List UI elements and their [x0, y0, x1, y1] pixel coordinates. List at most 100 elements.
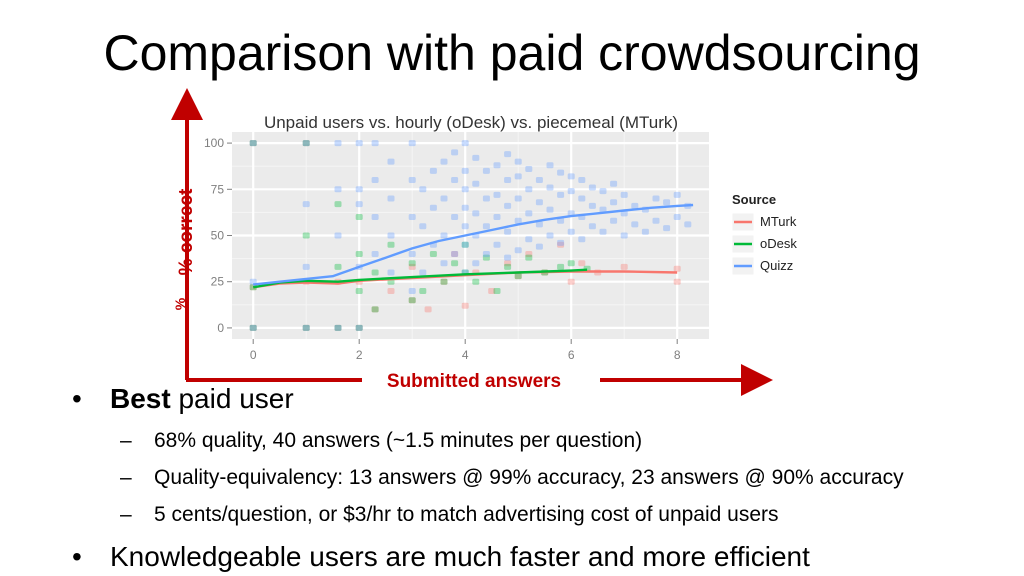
- data-point: [567, 188, 575, 195]
- data-point: [451, 214, 459, 221]
- data-point: [302, 324, 310, 331]
- data-point: [472, 260, 480, 267]
- x-tick-label: 6: [568, 348, 575, 362]
- data-point: [472, 154, 480, 161]
- data-point: [440, 278, 448, 285]
- data-point: [652, 217, 660, 224]
- data-point: [419, 186, 427, 193]
- data-point: [588, 184, 596, 191]
- data-point: [408, 177, 416, 184]
- data-point: [504, 202, 512, 209]
- data-point: [429, 167, 437, 174]
- data-point: [567, 173, 575, 180]
- data-point: [488, 287, 496, 294]
- data-point: [302, 140, 310, 147]
- data-point: [387, 232, 395, 239]
- data-point: [355, 250, 363, 257]
- data-point: [504, 228, 512, 235]
- data-point: [578, 177, 586, 184]
- data-point: [408, 297, 416, 304]
- data-point: [461, 167, 469, 174]
- data-point: [663, 225, 671, 232]
- data-point: [249, 140, 257, 147]
- x-tick-label: 8: [674, 348, 681, 362]
- data-point: [440, 260, 448, 267]
- data-point: [482, 167, 490, 174]
- data-point: [440, 158, 448, 165]
- data-point: [302, 263, 310, 270]
- data-point: [557, 191, 565, 198]
- data-point: [249, 140, 257, 147]
- data-point: [620, 263, 628, 270]
- data-point: [482, 250, 490, 257]
- data-point: [535, 199, 543, 206]
- data-point: [631, 221, 639, 228]
- data-point: [504, 177, 512, 184]
- legend-entry-label: Quizz: [760, 258, 793, 273]
- data-point: [387, 195, 395, 202]
- data-point: [429, 204, 437, 211]
- data-point: [525, 210, 533, 217]
- data-point: [673, 278, 681, 285]
- slide-title: Comparison with paid crowdsourcing: [103, 25, 921, 81]
- data-point: [588, 223, 596, 230]
- x-axis: 0 2 4 6 8: [250, 339, 681, 362]
- data-point: [525, 236, 533, 243]
- data-point: [387, 269, 395, 276]
- legend-entry-label: oDesk: [760, 236, 797, 251]
- data-point: [451, 260, 459, 267]
- data-point: [599, 206, 607, 213]
- data-point: [599, 188, 607, 195]
- data-point: [334, 186, 342, 193]
- data-points: [249, 140, 692, 331]
- trend-line: [252, 268, 588, 289]
- x-arrow-label: Submitted answers: [387, 371, 561, 392]
- data-point: [355, 186, 363, 193]
- data-point: [535, 221, 543, 228]
- x-tick-label: 2: [356, 348, 363, 362]
- data-point: [673, 265, 681, 272]
- y-tick-label: 75: [211, 182, 225, 196]
- data-point: [334, 263, 342, 270]
- data-point: [371, 306, 379, 313]
- data-point: [387, 287, 395, 294]
- data-point: [514, 158, 522, 165]
- data-point: [557, 169, 565, 176]
- data-point: [525, 186, 533, 193]
- data-point: [461, 223, 469, 230]
- x-tick-label: 4: [462, 348, 469, 362]
- data-point: [546, 232, 554, 239]
- data-point: [567, 228, 575, 235]
- data-point: [424, 306, 432, 313]
- data-point: [408, 297, 416, 304]
- data-point: [440, 278, 448, 285]
- legend-title: Source: [732, 192, 776, 207]
- data-point: [440, 232, 448, 239]
- data-point: [429, 250, 437, 257]
- x-tick-label: 0: [250, 348, 257, 362]
- data-point: [514, 173, 522, 180]
- data-point: [620, 191, 628, 198]
- data-point: [493, 191, 501, 198]
- legend: Source MTurk oDesk Quizz: [731, 192, 797, 276]
- data-point: [493, 162, 501, 169]
- data-point: [514, 273, 522, 280]
- data-point: [461, 204, 469, 211]
- data-point: [249, 140, 257, 147]
- data-point: [567, 278, 575, 285]
- data-point: [408, 140, 416, 147]
- data-point: [641, 228, 649, 235]
- data-point: [461, 302, 469, 309]
- data-point: [334, 324, 342, 331]
- data-point: [610, 180, 618, 187]
- data-point: [493, 214, 501, 221]
- data-point: [673, 191, 681, 198]
- data-point: [249, 324, 257, 331]
- data-point: [578, 195, 586, 202]
- data-point: [514, 195, 522, 202]
- data-point: [249, 324, 257, 331]
- data-point: [355, 324, 363, 331]
- data-point: [514, 273, 522, 280]
- data-point: [408, 214, 416, 221]
- data-point: [557, 239, 565, 246]
